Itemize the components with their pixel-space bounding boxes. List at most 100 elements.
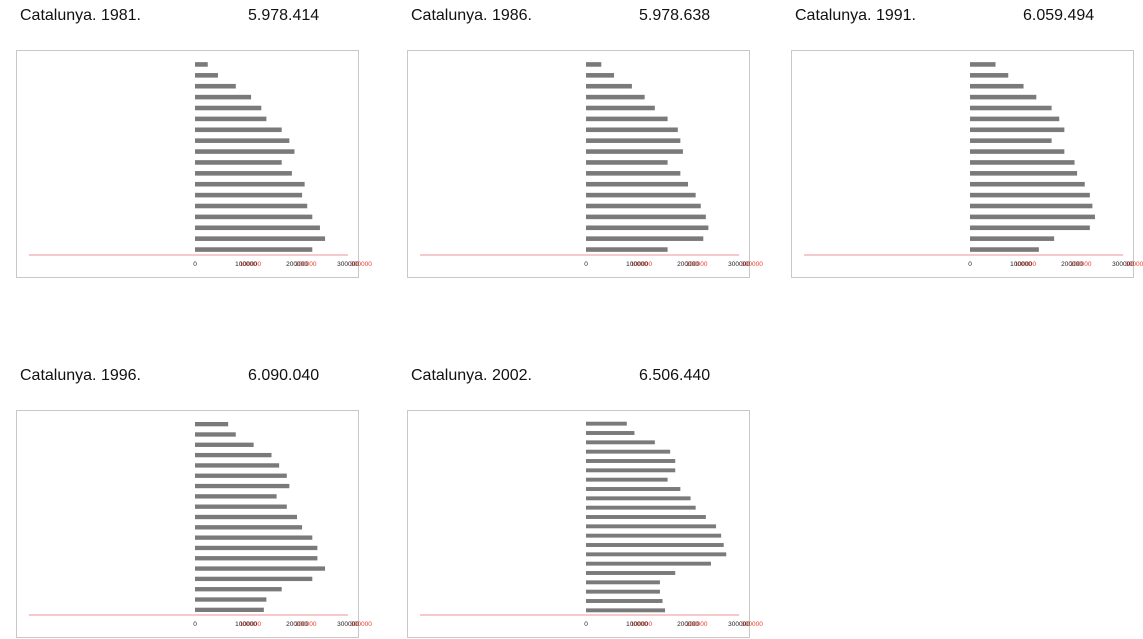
population-pyramid: 300000 200000 100000 0 100000 200000 300000 bbox=[29, 421, 372, 628]
x-tick-label: 200000 bbox=[686, 621, 708, 628]
female-bar bbox=[195, 535, 313, 540]
female-bar bbox=[195, 452, 272, 458]
population-pyramid: 300000 200000 100000 0 100000 200000 300000 bbox=[804, 62, 1143, 268]
chart-title: Catalunya. 1996. bbox=[20, 367, 141, 384]
female-bar bbox=[195, 116, 267, 122]
female-bar bbox=[970, 127, 1065, 133]
female-bar bbox=[586, 203, 701, 209]
female-bar bbox=[586, 477, 668, 482]
female-bar bbox=[586, 192, 696, 198]
x-tick-label: 0 bbox=[193, 621, 197, 628]
female-bar bbox=[586, 440, 655, 445]
x-tick-label: 100000 bbox=[630, 621, 652, 628]
x-tick-label: 100000 bbox=[235, 621, 257, 628]
female-bar bbox=[586, 589, 660, 594]
x-tick-label: 100000 bbox=[1014, 261, 1036, 268]
x-tick-label: 300000 bbox=[1125, 261, 1143, 268]
female-bar bbox=[586, 459, 676, 463]
female-bar bbox=[195, 247, 313, 252]
female-bar bbox=[195, 214, 313, 220]
x-tick-label: 0 bbox=[968, 261, 972, 268]
female-bar bbox=[586, 533, 722, 538]
x-tick-label: 200000 bbox=[1061, 261, 1083, 268]
female-bar bbox=[586, 127, 678, 133]
x-tick-label: 100000 bbox=[239, 261, 261, 268]
female-bar bbox=[586, 599, 663, 603]
female-bar bbox=[970, 62, 996, 67]
female-bar bbox=[586, 421, 627, 426]
female-bar bbox=[970, 192, 1090, 198]
female-bar bbox=[195, 236, 326, 241]
female-bar bbox=[195, 203, 308, 209]
female-bar bbox=[586, 496, 691, 501]
x-tick-label: 300000 bbox=[350, 261, 372, 268]
population-total: 6.059.494 bbox=[1023, 7, 1095, 24]
x-tick-label: 0 bbox=[584, 621, 588, 628]
x-tick-label: 100000 bbox=[235, 261, 257, 268]
female-bar bbox=[195, 73, 218, 78]
x-tick-label: 300000 bbox=[350, 621, 372, 628]
female-bar bbox=[195, 138, 290, 143]
x-tick-label: 300000 bbox=[728, 261, 750, 268]
female-bar bbox=[195, 545, 318, 551]
x-tick-label: 300000 bbox=[1112, 261, 1134, 268]
female-bar bbox=[195, 514, 297, 520]
x-tick-label: 200000 bbox=[686, 261, 708, 268]
female-bar bbox=[195, 127, 282, 133]
x-tick-label: 0 bbox=[193, 261, 197, 268]
population-total: 6.506.440 bbox=[639, 367, 711, 384]
female-bar bbox=[970, 181, 1085, 187]
female-bar bbox=[195, 181, 305, 187]
female-bar bbox=[970, 116, 1060, 122]
x-tick-label: 300000 bbox=[741, 621, 763, 628]
female-bar bbox=[970, 203, 1093, 209]
female-bar bbox=[586, 561, 711, 566]
female-bar bbox=[586, 236, 704, 241]
female-bar bbox=[195, 576, 313, 582]
female-bar bbox=[195, 442, 254, 447]
female-bar bbox=[195, 160, 282, 165]
pyramid-panel-1981: Catalunya. 1981. 5.978.414 300000 200000 1… bbox=[8, 0, 372, 278]
female-bar bbox=[586, 83, 632, 89]
x-tick-label: 0 bbox=[584, 261, 588, 268]
chart-title: Catalunya. 1981. bbox=[20, 7, 141, 24]
female-bar bbox=[195, 62, 208, 67]
female-bar bbox=[586, 73, 615, 78]
x-tick-label: 100000 bbox=[1010, 261, 1032, 268]
chart-frame: 300000 200000 100000 0 100000 200000 300000 bbox=[407, 50, 763, 278]
female-bar bbox=[586, 543, 724, 547]
female-bar bbox=[195, 587, 282, 592]
female-bar bbox=[195, 432, 236, 437]
female-bar bbox=[195, 83, 236, 89]
female-bar bbox=[970, 105, 1052, 111]
female-bar bbox=[195, 607, 264, 613]
female-bar bbox=[586, 468, 676, 473]
female-bar bbox=[586, 181, 688, 187]
chart-frame: 300000 200000 100000 0 100000 200000 300000 bbox=[16, 410, 372, 638]
female-bar bbox=[970, 214, 1095, 220]
female-bar bbox=[586, 449, 671, 454]
female-bar bbox=[586, 116, 668, 122]
female-bar bbox=[586, 515, 706, 519]
pyramid-panel-1996: Catalunya. 1996. 6.090.040 300000 200000 1… bbox=[8, 360, 372, 638]
female-bar bbox=[586, 105, 655, 111]
female-bar bbox=[195, 483, 290, 489]
x-tick-label: 100000 bbox=[630, 261, 652, 268]
x-tick-label: 200000 bbox=[295, 261, 317, 268]
x-tick-label: 200000 bbox=[677, 261, 699, 268]
x-tick-label: 300000 bbox=[728, 621, 750, 628]
population-total: 5.978.414 bbox=[248, 7, 320, 24]
female-bar bbox=[195, 566, 326, 571]
female-bar bbox=[195, 105, 262, 111]
population-total: 6.090.040 bbox=[248, 367, 320, 384]
female-bar bbox=[970, 247, 1039, 252]
female-bar bbox=[970, 171, 1078, 176]
female-bar bbox=[586, 505, 696, 510]
female-bar bbox=[970, 94, 1037, 100]
female-bar bbox=[586, 138, 681, 143]
female-bar bbox=[195, 94, 252, 100]
x-tick-label: 200000 bbox=[286, 261, 308, 268]
female-bar bbox=[195, 494, 277, 499]
x-tick-label: 300000 bbox=[741, 261, 763, 268]
female-bar bbox=[586, 62, 602, 67]
